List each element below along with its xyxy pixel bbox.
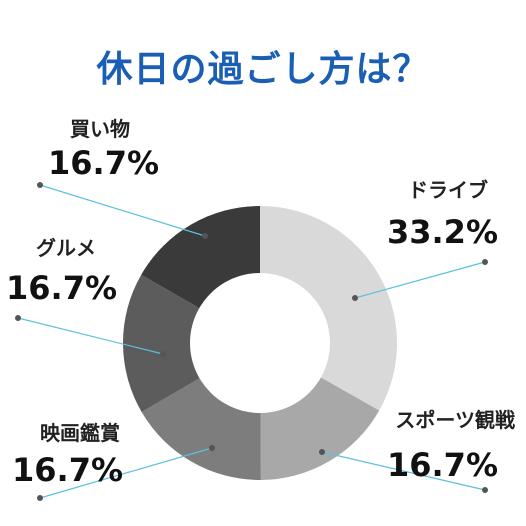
- slice-annotation: 映画鑑賞 16.7%: [12, 421, 215, 501]
- leader-line: [321, 451, 486, 491]
- category-label: ドライブ: [408, 178, 488, 202]
- leader-dot-outer: [37, 182, 43, 188]
- category-label: スポーツ観戦: [395, 408, 515, 432]
- value-label: 16.7%: [48, 144, 159, 182]
- leader-dot-inner: [160, 351, 166, 357]
- donut-slice: [141, 206, 260, 309]
- value-label: 16.7%: [387, 446, 498, 484]
- chart-title: 休日の過ごし方は？: [96, 49, 430, 90]
- slice-annotation: グルメ 16.7%: [6, 236, 166, 357]
- category-label: 映画鑑賞: [40, 421, 120, 445]
- leader-line: [17, 317, 164, 355]
- leader-dot-inner: [209, 445, 215, 451]
- value-label: 16.7%: [12, 451, 123, 489]
- leader-line: [39, 447, 213, 499]
- slice-annotation: 買い物 16.7%: [37, 117, 208, 239]
- donut-slices: [122, 206, 397, 480]
- leader-line: [39, 184, 206, 237]
- leader-dot-outer: [482, 487, 488, 493]
- value-label: 33.2%: [387, 213, 498, 251]
- leader-dot-outer: [15, 315, 21, 321]
- leader-line: [354, 261, 486, 299]
- leader-dot-outer: [37, 495, 43, 501]
- slice-annotation: ドライブ 33.2%: [352, 178, 498, 301]
- leader-dot-outer: [482, 259, 488, 265]
- slice-annotation: スポーツ観戦 16.7%: [319, 408, 515, 493]
- donut-slice: [260, 377, 380, 480]
- leader-dot-inner: [352, 295, 358, 301]
- value-label: 16.7%: [6, 269, 117, 307]
- leader-dot-inner: [202, 233, 208, 239]
- donut-slice: [141, 378, 261, 480]
- donut-slice: [260, 206, 397, 411]
- leader-dot-inner: [319, 449, 325, 455]
- category-label: 買い物: [70, 117, 130, 141]
- donut-slice: [122, 274, 200, 412]
- category-label: グルメ: [36, 236, 96, 260]
